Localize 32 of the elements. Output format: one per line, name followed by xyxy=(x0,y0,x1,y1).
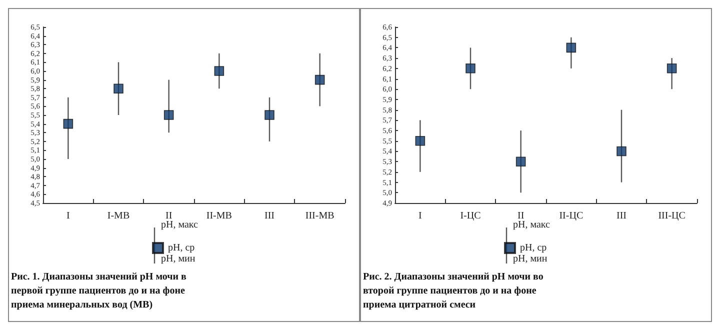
x-tick-label: II xyxy=(165,210,172,222)
point xyxy=(566,42,576,53)
text: Рис. 1. Диапазоны значений pH мочи в первой группе пациентов до и на фоне приема минеральных вод (МВ) xyxy=(11,272,189,310)
point xyxy=(666,64,677,74)
point xyxy=(214,66,224,76)
point xyxy=(415,136,426,146)
point xyxy=(616,146,626,156)
legend-label: pH, ср xyxy=(168,242,195,254)
x-tick-label: III xyxy=(264,210,274,222)
text: pH, мин xyxy=(513,254,548,264)
x-tick-label: II xyxy=(517,210,524,222)
x-tick-label: III xyxy=(616,210,626,222)
text: Рис. 2. Диапазоны значений pH мочи во второй группе пациентов до и на фоне приема цитратной смеси xyxy=(363,272,546,310)
x-tick-label: III-МВ xyxy=(305,210,335,222)
point xyxy=(264,110,274,120)
text: pH, макс xyxy=(513,220,551,230)
point xyxy=(466,64,476,74)
x-tick-label: II-ЦС xyxy=(559,210,584,222)
x-tick-label: I-ЦС xyxy=(460,210,482,222)
point xyxy=(314,74,325,85)
x-tick-label: II-МВ xyxy=(206,210,232,222)
text: pH, макс xyxy=(161,220,199,230)
x-tick-label: I-МВ xyxy=(107,210,130,222)
x-tick-label: III-ЦС xyxy=(658,210,686,222)
point xyxy=(63,118,74,129)
point xyxy=(516,156,526,166)
legend-label: pH, ср xyxy=(520,242,547,254)
x-tick-label: I xyxy=(66,210,70,222)
point xyxy=(164,110,174,120)
text: pH, мин xyxy=(161,254,196,264)
x-tick-label: I xyxy=(418,210,422,222)
point xyxy=(114,84,124,94)
